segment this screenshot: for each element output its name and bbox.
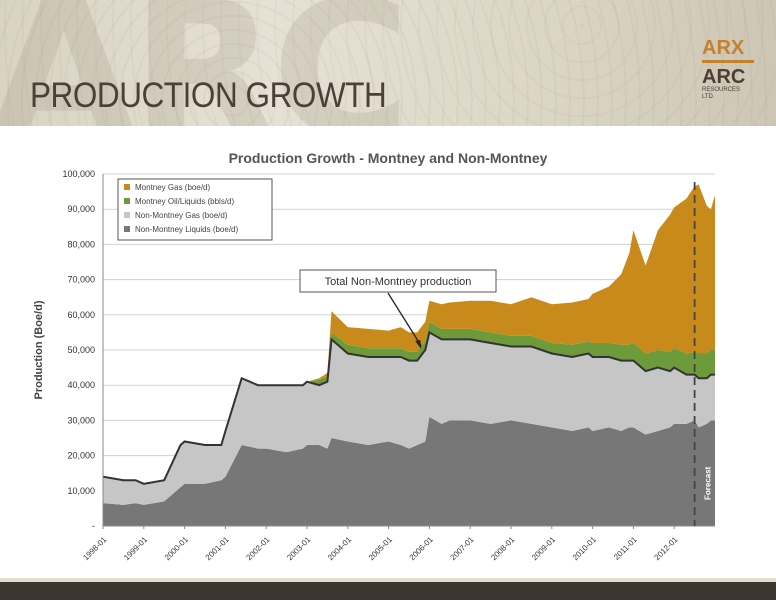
legend-swatch	[124, 184, 130, 190]
y-tick-label: 80,000	[67, 239, 95, 249]
x-tick-label: 2010-01	[571, 535, 599, 563]
x-tick-label: 2004-01	[326, 535, 354, 563]
legend-label: Montney Oil/Liquids (bbls/d)	[135, 197, 234, 206]
y-axis-label: Production (Boe/d)	[33, 300, 45, 399]
logo-arx-text: ARX	[702, 37, 745, 59]
legend-label: Non-Montney Liquids (boe/d)	[135, 225, 239, 234]
x-tick-label: 2012-01	[652, 535, 680, 563]
header-watermark: ARC	[0, 0, 411, 126]
x-tick-label: 2011-01	[612, 535, 639, 562]
callout-arrowhead	[415, 340, 422, 349]
y-tick-label: 40,000	[67, 380, 95, 390]
y-tick-label: 50,000	[67, 345, 95, 355]
logo-divider	[702, 60, 754, 63]
x-tick-label: 2006-01	[408, 535, 436, 563]
area-series-1	[103, 332, 715, 505]
footer-band	[0, 582, 776, 600]
legend-swatch	[124, 212, 130, 218]
y-tick-label: 60,000	[67, 310, 95, 320]
footer-divider	[0, 578, 776, 582]
x-tick-label: 2003-01	[285, 535, 313, 563]
total-non-montney-line	[102, 330, 715, 485]
legend-label: Montney Gas (boe/d)	[135, 183, 210, 192]
slide-header: ARC PRODUCTION GROWTH ARX ARC RESOURCES …	[0, 0, 776, 126]
logo-sub-text-2: LTD.	[702, 94, 715, 100]
y-tick-label: -	[92, 521, 95, 531]
x-tick-label: 2001-01	[204, 535, 232, 563]
chart-title: Production Growth - Montney and Non-Mont…	[228, 150, 548, 166]
area-series-2	[103, 321, 715, 484]
legend-box	[117, 178, 273, 241]
x-tick-label: 2005-01	[367, 535, 395, 563]
legend-swatch	[124, 226, 130, 232]
callout-arrow	[387, 292, 422, 347]
x-tick-label: 2002-01	[244, 535, 272, 563]
callout-box	[299, 269, 497, 293]
arc-logo: ARX ARC RESOURCES LTD.	[702, 38, 762, 118]
slide-title: PRODUCTION GROWTH	[30, 76, 387, 115]
header-texture	[0, 0, 776, 126]
y-tick-label: 30,000	[67, 415, 95, 425]
area-series-3	[103, 184, 715, 484]
y-tick-label: 20,000	[67, 451, 95, 461]
legend-swatch	[124, 198, 130, 204]
x-tick-label: 1998-01	[81, 535, 109, 563]
callout-text: Total Non-Montney production	[325, 276, 472, 288]
forecast-label: Forecast	[704, 466, 713, 500]
logo-sub-text-1: RESOURCES	[702, 87, 741, 93]
y-tick-label: 90,000	[67, 204, 95, 214]
y-tick-label: 70,000	[67, 275, 95, 285]
y-tick-label: 10,000	[67, 486, 95, 496]
x-tick-label: 2008-01	[489, 535, 517, 563]
legend-label: Non-Montney Gas (boe/d)	[135, 211, 228, 220]
x-tick-label: 2000-01	[163, 535, 191, 563]
area-series-0	[103, 416, 715, 526]
x-tick-label: 2009-01	[530, 535, 558, 563]
x-tick-label: 1999-01	[122, 535, 150, 563]
x-tick-label: 2007-01	[448, 535, 476, 563]
logo-arc-text: ARC	[702, 66, 746, 88]
y-tick-label: 100,000	[62, 169, 95, 179]
